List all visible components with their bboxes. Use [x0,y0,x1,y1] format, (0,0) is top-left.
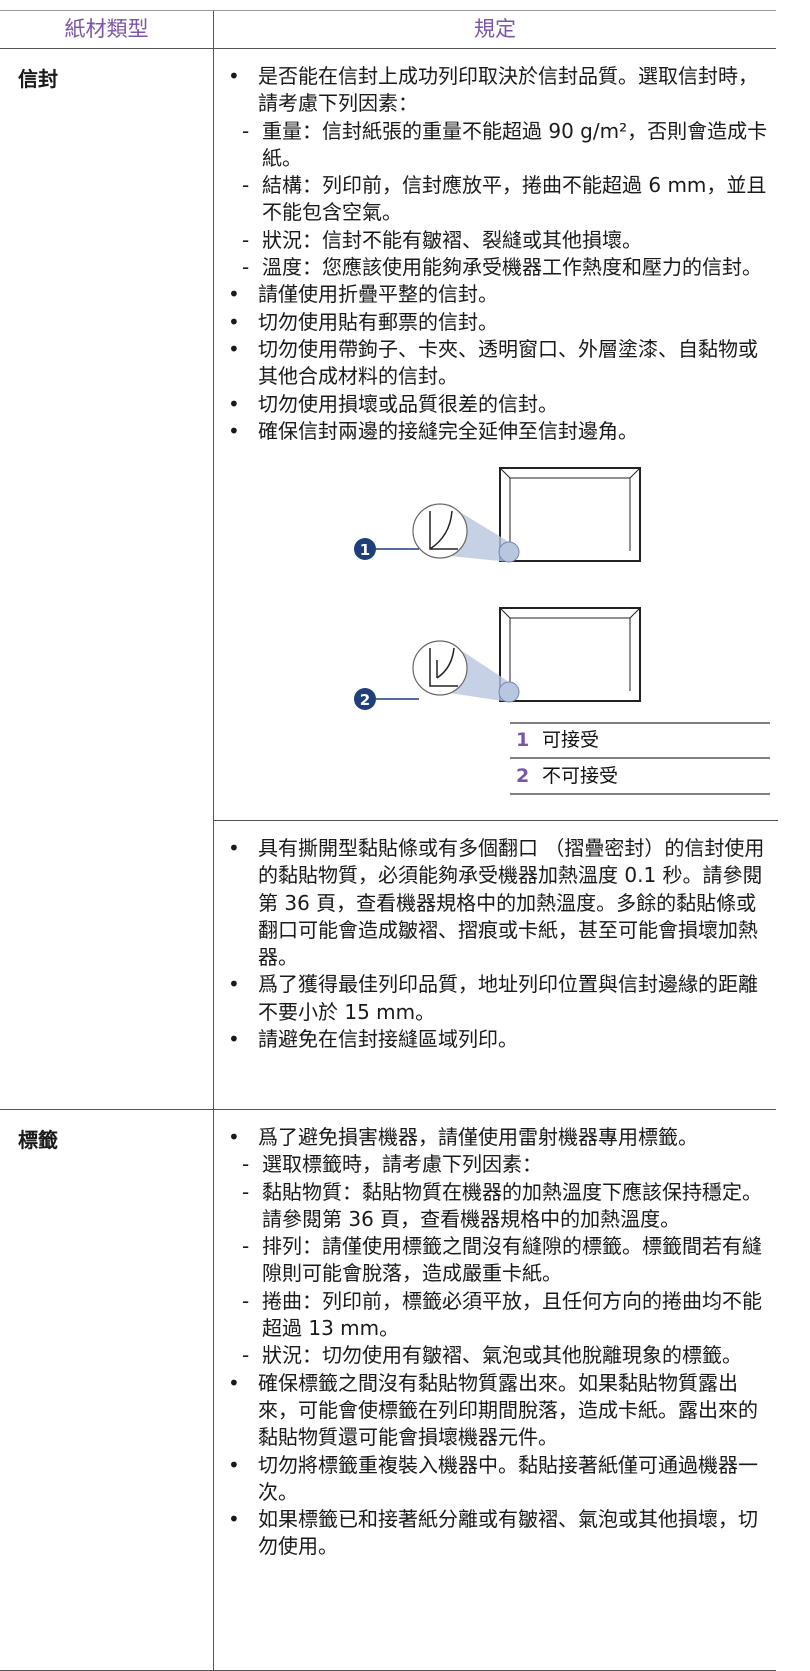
bullet-item: 爲了避免損害機器，請僅使用雷射機器專用標籤。選取標籤時，請考慮下列因素：黏貼物質… [214,1124,768,1370]
sub-item: 結構：列印前，信封應放平，捲曲不能超過 6 mm，並且不能包含空氣。 [238,172,770,227]
bullet-text: 請避免在信封接縫區域列印。 [258,1027,518,1052]
sub-item: 狀況：信封不能有皺褶、裂縫或其他損壞。 [238,227,770,255]
bullet-item: 如果標籤已和接著紙分離或有皺褶、氣泡或其他損壞，切勿使用。 [214,1506,768,1561]
zoom-circle [412,640,468,696]
legend-label: 不可接受 [542,765,618,787]
bullet-text: 切勿使用損壞或品質很差的信封。 [258,391,558,416]
envelope [499,467,641,563]
legend-number: 2 [516,765,529,787]
bullet-text: 確保標籤之間沒有黏貼物質露出來。如果黏貼物質露出來，可能會使標籤在列印期間脫落，… [258,1370,758,1450]
bullet-item: 確保信封兩邊的接縫完全延伸至信封邊角。 [214,418,770,446]
callout-number: 1 [360,541,370,559]
zoom-detail [429,648,458,687]
bullet-text: 爲了獲得最佳列印品質，地址列印位置與信封邊緣的距離不要小於 15 mm。 [258,972,758,1024]
sub-item: 捲曲：列印前，標籤必須平放，且任何方向的捲曲均不能超過 13 mm。 [238,1288,768,1343]
bullet-text: 切勿使用帶鉤子、卡夾、透明窗口、外層塗漆、自黏物或其他合成材料的信封。 [258,336,758,389]
envelope-figure: 1 2 1 可接受 2 不可接受 [354,467,770,795]
bullet-text: 確保信封兩邊的接縫完全延伸至信封邊角。 [258,418,638,443]
spec-section: 爲了避免損害機器，請僅使用雷射機器專用標籤。選取標籤時，請考慮下列因素：黏貼物質… [214,1110,776,1670]
bullet-text: 請僅使用折疊平整的信封。 [258,282,498,307]
bullet-item: 爲了獲得最佳列印品質，地址列印位置與信封邊緣的距離不要小於 15 mm。 [214,971,770,1026]
sub-item: 排列：請僅使用標籤之間沒有縫隙的標籤。標籤間若有縫隙則可能會脫落，造成嚴重卡紙。 [238,1233,768,1288]
sub-item: 狀況：切勿使用有皺褶、氣泡或其他脫離現象的標籤。 [238,1342,768,1370]
bullet-item: 切勿將標籤重複裝入機器中。黏貼接著紙僅可通過機器一次。 [214,1452,768,1507]
legend-number: 1 [516,729,529,751]
corner-spot [498,541,520,563]
callout-badge [354,688,376,711]
table: 紙材類型 規定 信封 是否能在信封上成功列印取決於信封品質。選取信封時，請考慮下列… [0,10,778,1671]
sub-item: 選取標籤時，請考慮下列因素： [238,1151,768,1179]
paper-type: 信封 [18,67,58,91]
spec-section: 是否能在信封上成功列印取決於信封品質。選取信封時，請考慮下列因素：重量：信封紙張… [214,49,778,821]
zoom-circle [412,503,468,559]
envelope-fold [509,617,631,692]
envelope-fold [499,607,641,619]
bullet-item: 切勿使用損壞或品質很差的信封。 [214,391,770,419]
header-cell: 規定 [213,11,776,48]
sub-item: 黏貼物質：黏貼物質在機器的加熱溫度下應該保持穩定。請參閱第 36 頁，查看機器規… [238,1179,768,1234]
sub-item: 溫度：您應該使用能夠承受機器工作熱度和壓力的信封。 [238,254,770,282]
table-body: 信封 是否能在信封上成功列印取決於信封品質。選取信封時，請考慮下列因素：重量：信封… [0,49,778,1671]
legend-label: 可接受 [542,729,599,751]
table-row: 信封 是否能在信封上成功列印取決於信封品質。選取信封時，請考慮下列因素：重量：信封… [0,49,778,1110]
callout-number: 2 [360,691,370,709]
sub-item: 重量：信封紙張的重量不能超過 90 g/m²，否則會造成卡紙。 [238,118,770,173]
bullet-text: 切勿將標籤重複裝入機器中。黏貼接著紙僅可通過機器一次。 [258,1452,758,1504]
bullet-item: 請避免在信封接縫區域列印。 [214,1026,770,1054]
bullet-text: 具有撕開型黏貼條或有多個翻口 （摺疊密封）的信封使用的黏貼物質，必須能夠承受機器… [258,836,765,970]
table-header: 紙材類型 規定 [0,10,776,49]
bullet-text: 是否能在信封上成功列印取決於信封品質。選取信封時，請考慮下列因素： [258,64,758,116]
bullet-item: 請僅使用折疊平整的信封。 [214,281,770,309]
corner-spot [498,681,520,703]
table-row: 標籤 爲了避免損害機器，請僅使用雷射機器專用標籤。選取標籤時，請考慮下列因素：黏貼… [0,1110,776,1671]
paper-type: 標籤 [18,1128,58,1152]
spec-section: 具有撕開型黏貼條或有多個翻口 （摺疊密封）的信封使用的黏貼物質，必須能夠承受機器… [214,821,778,1109]
bullet-item: 具有撕開型黏貼條或有多個翻口 （摺疊密封）的信封使用的黏貼物質，必須能夠承受機器… [214,835,770,971]
bullet-item: 切勿使用帶鉤子、卡夾、透明窗口、外層塗漆、自黏物或其他合成材料的信封。 [214,336,770,391]
envelope-fold [509,477,631,552]
spec-cell: 爲了避免損害機器，請僅使用雷射機器專用標籤。選取標籤時，請考慮下列因素：黏貼物質… [213,1110,776,1670]
bullet-text: 切勿使用貼有郵票的信封。 [258,309,498,334]
bullet-text: 爲了避免損害機器，請僅使用雷射機器專用標籤。 [258,1125,698,1149]
bullet-item: 切勿使用貼有郵票的信封。 [214,309,770,337]
bullet-item: 是否能在信封上成功列印取決於信封品質。選取信封時，請考慮下列因素：重量：信封紙張… [214,63,770,282]
callout-badge [354,538,376,561]
header-cell: 紙材類型 [64,17,149,41]
zoom-detail [429,511,458,550]
bullet-text: 如果標籤已和接著紙分離或有皺褶、氣泡或其他損壞，切勿使用。 [258,1507,758,1559]
spec-cell: 是否能在信封上成功列印取決於信封品質。選取信封時，請考慮下列因素：重量：信封紙張… [213,49,778,1109]
bullet-item: 確保標籤之間沒有黏貼物質露出來。如果黏貼物質露出來，可能會使標籤在列印期間脫落，… [214,1370,768,1452]
envelope [499,607,641,703]
envelope-fold [499,467,641,479]
